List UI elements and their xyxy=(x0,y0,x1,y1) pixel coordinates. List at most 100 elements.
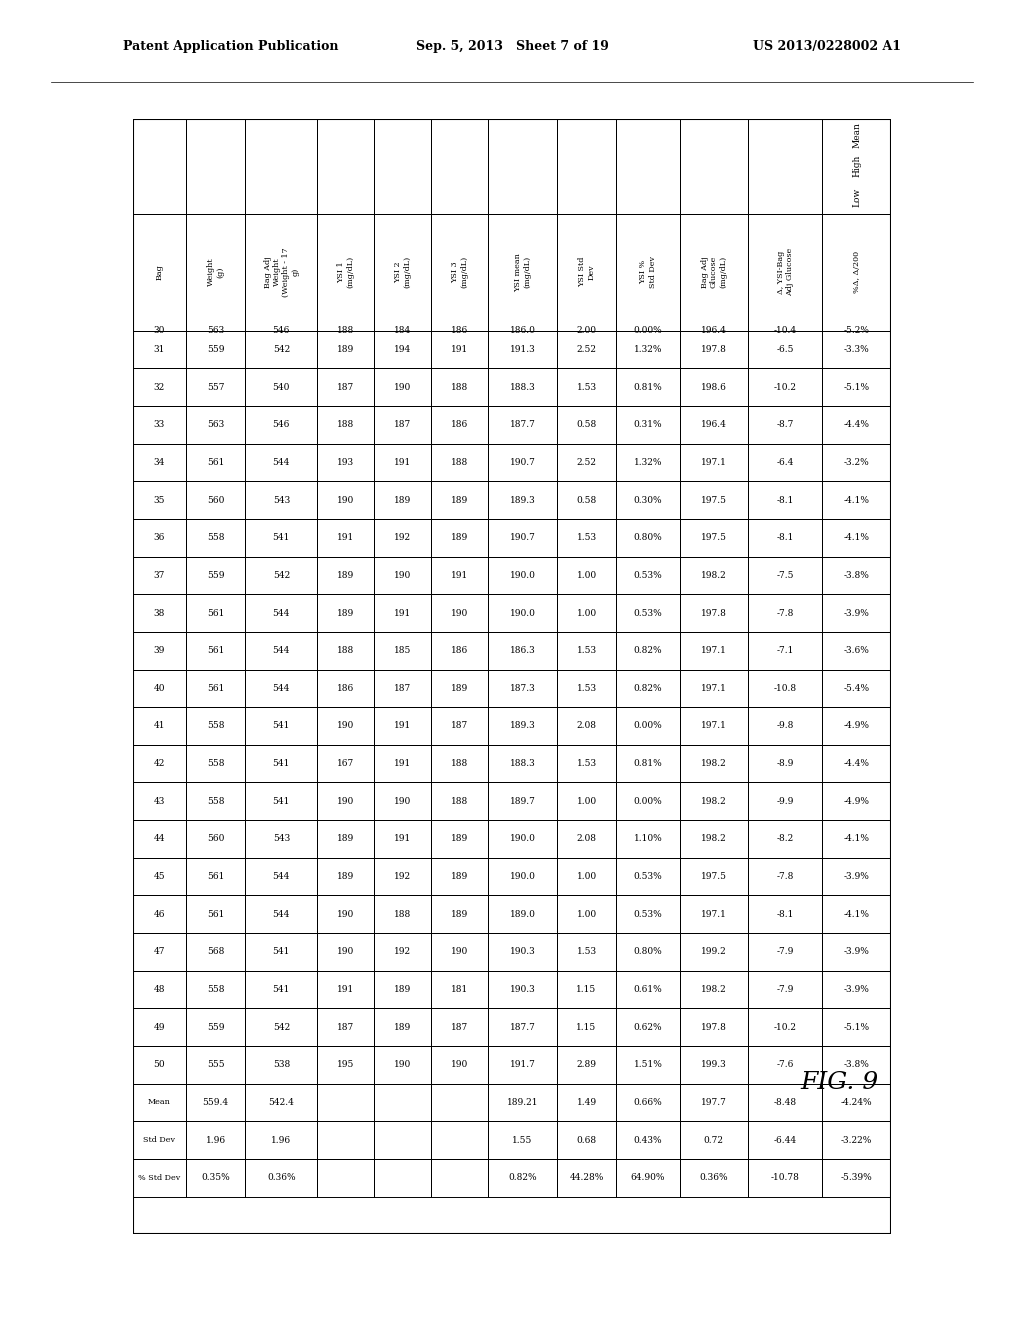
Bar xyxy=(616,858,680,895)
Bar xyxy=(246,632,317,669)
Bar xyxy=(680,214,748,331)
Bar xyxy=(616,1159,680,1196)
Text: 2.00: 2.00 xyxy=(577,326,597,335)
Text: 2.52: 2.52 xyxy=(577,458,597,467)
Text: 186.3: 186.3 xyxy=(510,647,536,655)
Bar xyxy=(375,895,431,933)
Text: -6.4: -6.4 xyxy=(776,458,794,467)
Text: 44.28%: 44.28% xyxy=(569,1173,604,1183)
Bar xyxy=(431,1084,488,1121)
Text: 557: 557 xyxy=(207,383,224,392)
Bar xyxy=(822,820,891,858)
Text: 559: 559 xyxy=(207,345,224,354)
Bar xyxy=(317,594,375,632)
Text: 196.4: 196.4 xyxy=(700,420,727,429)
Bar xyxy=(557,858,616,895)
Bar xyxy=(185,594,246,632)
Text: 191: 191 xyxy=(452,345,468,354)
Bar xyxy=(748,1008,822,1045)
Bar xyxy=(317,214,375,331)
Bar xyxy=(748,557,822,594)
Text: 543: 543 xyxy=(272,495,290,504)
Text: 189: 189 xyxy=(337,873,354,880)
Bar xyxy=(748,119,822,214)
Bar xyxy=(431,708,488,744)
Bar xyxy=(557,1121,616,1159)
Bar xyxy=(748,368,822,407)
Text: 0.00%: 0.00% xyxy=(634,722,663,730)
Bar xyxy=(616,708,680,744)
Bar xyxy=(185,444,246,482)
Bar xyxy=(185,1084,246,1121)
Bar xyxy=(185,407,246,444)
Bar xyxy=(822,933,891,970)
Text: 0.82%: 0.82% xyxy=(634,684,663,693)
Bar xyxy=(748,1084,822,1121)
Text: -4.9%: -4.9% xyxy=(844,722,869,730)
Bar xyxy=(317,1121,375,1159)
Bar xyxy=(680,368,748,407)
Text: 193: 193 xyxy=(337,458,354,467)
Text: 197.8: 197.8 xyxy=(700,345,727,354)
Text: YSI 2
(mg/dL): YSI 2 (mg/dL) xyxy=(394,256,412,288)
Bar xyxy=(246,214,317,331)
Text: 197.8: 197.8 xyxy=(700,609,727,618)
Text: 190.3: 190.3 xyxy=(510,948,536,957)
Text: 186: 186 xyxy=(337,684,354,693)
Bar xyxy=(680,783,748,820)
Text: Mean: Mean xyxy=(148,1098,171,1106)
Text: -3.3%: -3.3% xyxy=(844,345,869,354)
Text: -9.9: -9.9 xyxy=(776,797,794,805)
Text: 541: 541 xyxy=(272,797,290,805)
Text: -8.48: -8.48 xyxy=(774,1098,797,1107)
Text: -10.4: -10.4 xyxy=(774,326,797,335)
Text: 189: 189 xyxy=(452,873,468,880)
Bar xyxy=(822,1084,891,1121)
Bar xyxy=(748,820,822,858)
Bar xyxy=(616,214,680,331)
Bar xyxy=(185,669,246,708)
Text: 191: 191 xyxy=(394,458,412,467)
Text: 541: 541 xyxy=(272,759,290,768)
Text: -7.8: -7.8 xyxy=(776,873,794,880)
Text: 190: 190 xyxy=(394,383,412,392)
Bar xyxy=(246,708,317,744)
Bar xyxy=(748,858,822,895)
Text: -5.4%: -5.4% xyxy=(844,684,869,693)
Text: 543: 543 xyxy=(272,834,290,843)
Bar xyxy=(133,820,185,858)
Text: YSI %
Std Dev: YSI % Std Dev xyxy=(639,256,656,288)
Text: 0.53%: 0.53% xyxy=(634,609,663,618)
Text: 197.5: 197.5 xyxy=(700,873,727,880)
Text: -10.2: -10.2 xyxy=(774,383,797,392)
Text: 544: 544 xyxy=(272,684,290,693)
Text: 1.00: 1.00 xyxy=(577,909,597,919)
Text: 544: 544 xyxy=(272,609,290,618)
Bar xyxy=(375,744,431,783)
Text: 187: 187 xyxy=(394,684,412,693)
Text: 198.2: 198.2 xyxy=(700,797,727,805)
Text: 190: 190 xyxy=(337,948,354,957)
Text: 542: 542 xyxy=(272,1023,290,1032)
Text: 190: 190 xyxy=(394,1060,412,1069)
Bar xyxy=(431,407,488,444)
Text: Mean: Mean xyxy=(852,121,861,148)
Text: 558: 558 xyxy=(207,759,224,768)
Text: -8.1: -8.1 xyxy=(776,495,794,504)
Text: 190.0: 190.0 xyxy=(510,609,536,618)
Text: 187: 187 xyxy=(337,1023,354,1032)
Bar xyxy=(557,1045,616,1084)
Text: 0.36%: 0.36% xyxy=(699,1173,728,1183)
Text: 0.00%: 0.00% xyxy=(634,326,663,335)
Bar xyxy=(375,557,431,594)
Text: 0.80%: 0.80% xyxy=(634,533,663,543)
Text: 561: 561 xyxy=(207,458,224,467)
Bar xyxy=(616,368,680,407)
Bar xyxy=(822,368,891,407)
Text: 0.61%: 0.61% xyxy=(634,985,663,994)
Text: 189.7: 189.7 xyxy=(510,797,536,805)
Text: 35: 35 xyxy=(154,495,165,504)
Bar xyxy=(185,895,246,933)
Text: 190: 190 xyxy=(337,495,354,504)
Text: 191.7: 191.7 xyxy=(510,1060,536,1069)
